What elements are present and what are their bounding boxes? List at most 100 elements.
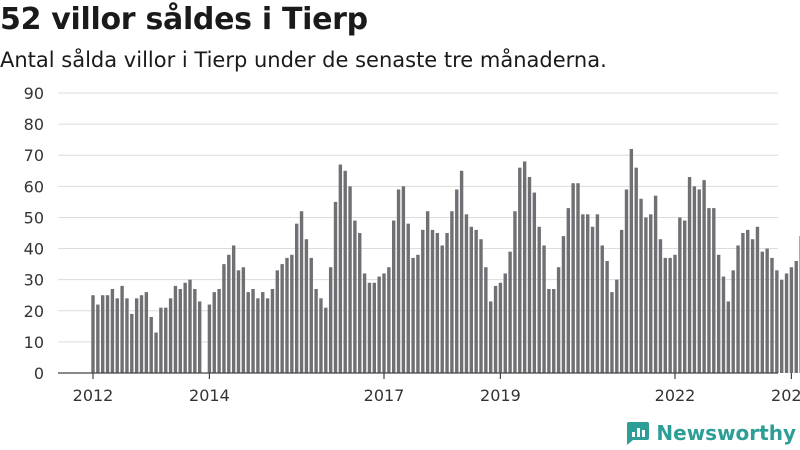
bar — [663, 257, 667, 373]
brand-name: Newsworthy — [656, 421, 796, 445]
bar — [270, 289, 275, 373]
y-tick-label: 60 — [24, 177, 44, 196]
bar — [784, 273, 789, 373]
bar — [547, 289, 551, 373]
bar — [105, 295, 110, 373]
bar — [619, 229, 624, 373]
bar — [280, 264, 284, 373]
x-tick-label: 2022 — [655, 386, 696, 405]
bar — [101, 295, 105, 373]
bar — [115, 298, 119, 373]
x-tick-label: 2017 — [364, 386, 405, 405]
bar — [634, 167, 638, 373]
y-tick-label: 30 — [24, 271, 44, 290]
bar — [159, 307, 163, 373]
bar — [668, 257, 672, 373]
x-tick-label: 2014 — [189, 386, 230, 405]
bar — [149, 317, 153, 373]
y-tick-label: 0 — [34, 364, 44, 383]
bar — [251, 289, 255, 373]
bar — [324, 307, 328, 373]
bar — [188, 279, 192, 373]
bar — [459, 170, 464, 373]
bar — [411, 257, 415, 373]
bar — [765, 248, 769, 373]
bar — [178, 289, 182, 373]
bar — [508, 251, 512, 373]
bar — [537, 226, 541, 373]
bar — [193, 289, 197, 373]
bar — [450, 211, 454, 373]
bar — [256, 298, 260, 373]
bar — [168, 298, 173, 373]
bar — [290, 254, 294, 373]
bar — [358, 233, 362, 373]
bar — [207, 304, 212, 373]
chart-subtitle: Antal sålda villor i Tierp under de sena… — [0, 48, 607, 72]
bar — [416, 254, 420, 373]
bar — [687, 177, 692, 373]
bar — [392, 220, 396, 373]
bar — [489, 301, 493, 373]
bar — [746, 229, 750, 373]
y-tick-label: 40 — [24, 240, 44, 259]
bar — [707, 208, 711, 373]
bar — [338, 164, 343, 373]
bar — [198, 301, 202, 373]
bar — [455, 189, 459, 373]
bar — [183, 282, 187, 373]
bar — [309, 257, 313, 373]
bar — [518, 167, 522, 373]
bar — [474, 229, 478, 373]
bar — [236, 270, 241, 373]
bar — [653, 195, 658, 373]
bar — [464, 214, 469, 373]
bar — [333, 201, 338, 373]
bar — [406, 223, 410, 373]
bar — [362, 273, 367, 373]
bar — [493, 285, 498, 373]
bar — [319, 298, 323, 373]
bar — [445, 233, 449, 373]
bar — [629, 149, 634, 373]
bar — [343, 170, 347, 373]
x-axis-ticks: 2012 2014 2017 2019 2022 2024 — [73, 373, 800, 405]
y-tick-label: 70 — [24, 146, 44, 165]
bar — [556, 267, 561, 373]
bar — [566, 208, 570, 373]
x-tick-label: 2024 — [771, 386, 800, 405]
bar — [110, 289, 115, 373]
bar — [697, 189, 701, 373]
bar — [212, 292, 216, 373]
bar — [503, 273, 507, 373]
chart-title: 52 villor såldes i Tierp — [0, 2, 368, 37]
bar — [731, 270, 735, 373]
y-tick-label: 10 — [24, 333, 44, 352]
bar — [542, 245, 546, 373]
bar — [649, 214, 653, 373]
y-tick-label: 50 — [24, 208, 44, 227]
bar — [780, 279, 784, 373]
bar — [479, 239, 483, 373]
y-tick-label: 90 — [24, 84, 44, 103]
bar — [775, 270, 779, 373]
bar — [760, 251, 764, 373]
y-tick-label: 80 — [24, 115, 44, 134]
bar — [692, 186, 697, 373]
bar — [794, 261, 798, 373]
y-tick-label: 20 — [24, 302, 44, 321]
bar — [285, 257, 289, 373]
bar — [348, 186, 352, 373]
bar — [673, 254, 677, 373]
bar — [522, 161, 527, 373]
y-axis-tick-labels: 0 10 20 30 40 50 60 70 80 90 — [24, 84, 44, 383]
bar — [552, 289, 556, 373]
bar — [469, 226, 473, 373]
bar — [721, 276, 726, 373]
bar — [382, 273, 386, 373]
bar — [755, 226, 760, 373]
bar — [644, 217, 648, 373]
bar — [91, 295, 95, 373]
bar — [222, 264, 226, 373]
